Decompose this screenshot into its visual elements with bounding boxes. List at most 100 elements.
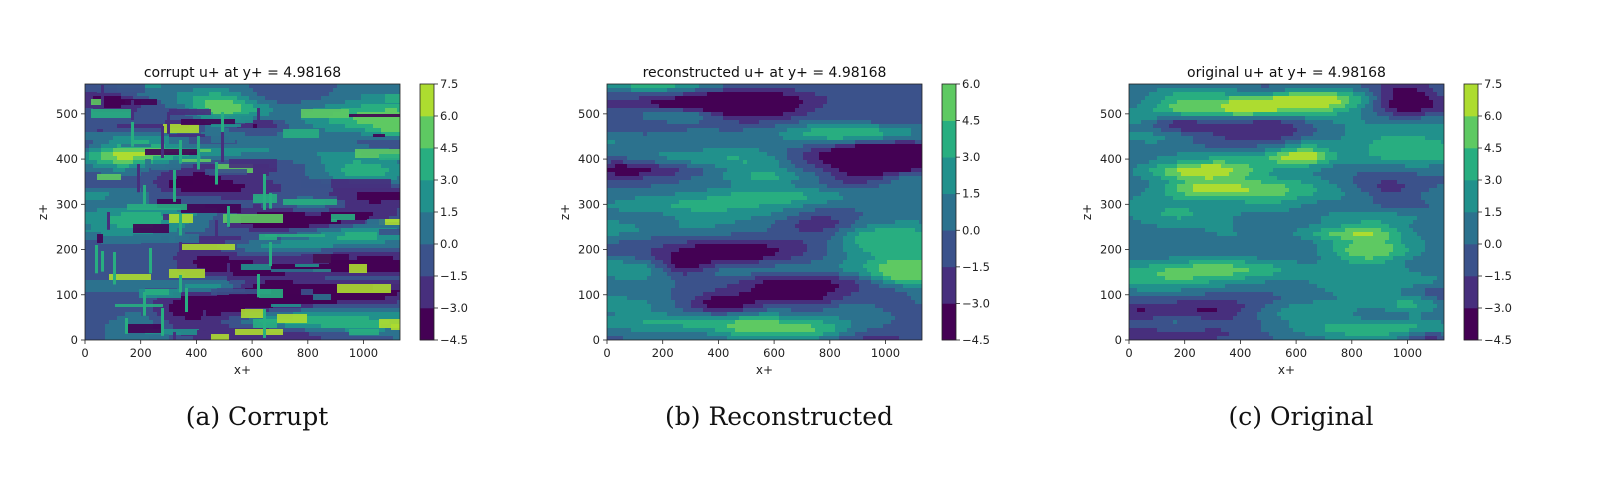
heatmap-cell xyxy=(397,256,400,261)
heatmap-cell xyxy=(89,136,94,141)
heatmap-cell xyxy=(145,256,150,261)
heatmap-cell xyxy=(89,212,94,217)
heatmap-cell xyxy=(137,308,142,313)
heatmap-cell xyxy=(101,276,106,281)
heatmap-cell xyxy=(189,156,194,161)
heatmap-cell xyxy=(113,168,118,173)
heatmap-cell xyxy=(245,228,250,233)
heatmap-cell xyxy=(261,276,266,281)
heatmap-cell xyxy=(357,88,362,93)
heatmap-cell xyxy=(137,252,142,257)
heatmap-cell xyxy=(89,172,94,177)
heatmap-cell xyxy=(285,140,290,145)
heatmap-cell xyxy=(121,244,126,249)
heatmap-cell xyxy=(245,100,250,105)
heatmap-cell xyxy=(293,284,298,289)
heatmap-cell xyxy=(161,172,166,177)
heatmap-cell xyxy=(141,168,146,173)
heatmap-cell xyxy=(257,144,262,149)
heatmap-cell xyxy=(317,156,322,161)
heatmap-cell xyxy=(221,200,226,205)
heatmap-cell xyxy=(89,264,94,269)
heatmap-cell xyxy=(285,168,290,173)
heatmap-cell xyxy=(117,336,122,340)
heatmap-cell xyxy=(109,304,114,309)
heatmap-cell xyxy=(181,280,186,285)
heatmap-cell xyxy=(305,244,310,249)
heatmap-cell xyxy=(309,304,314,309)
heatmap-cell xyxy=(149,136,154,141)
heatmap-cell xyxy=(101,180,106,185)
heatmap-cell xyxy=(197,316,202,321)
heatmap-cell xyxy=(105,180,110,185)
heatmap-cell xyxy=(165,220,170,225)
heatmap-cell xyxy=(337,220,342,225)
heatmap-cell xyxy=(241,100,246,105)
heatmap-cell xyxy=(157,268,162,273)
heatmap-cell xyxy=(313,224,318,229)
heatmap-cell xyxy=(273,172,278,177)
heatmap-cell xyxy=(345,264,350,269)
heatmap-cell xyxy=(133,184,138,189)
heatmap-cell xyxy=(389,332,394,337)
heatmap-cell xyxy=(377,312,382,317)
heatmap-cell xyxy=(125,256,130,261)
heatmap-cell xyxy=(385,196,390,201)
heatmap-cell xyxy=(113,180,118,185)
heatmap-cell xyxy=(265,92,270,97)
heatmap-cell xyxy=(133,128,138,133)
heatmap-cell xyxy=(233,232,238,237)
heatmap-cell xyxy=(217,304,222,309)
heatmap-cell xyxy=(265,276,270,281)
heatmap-cell xyxy=(289,236,294,241)
heatmap-cell xyxy=(105,132,110,137)
heatmap-cell xyxy=(173,260,178,265)
heatmap-cell xyxy=(109,312,114,317)
heatmap-cell xyxy=(357,248,362,253)
heatmap-cell xyxy=(125,184,130,189)
heatmap-cell xyxy=(373,280,378,285)
heatmap-cell xyxy=(109,132,114,137)
heatmap-cell xyxy=(117,296,122,301)
heatmap-cell xyxy=(209,144,214,149)
heatmap-cell xyxy=(193,172,198,177)
heatmap-cell xyxy=(237,192,242,197)
heatmap-cell xyxy=(329,164,334,169)
heatmap-cell xyxy=(357,124,362,129)
heatmap-cell xyxy=(205,84,210,89)
heatmap-cell xyxy=(341,280,346,285)
heatmap-cell xyxy=(333,304,338,309)
heatmap-cell xyxy=(237,316,242,321)
heatmap-cell xyxy=(397,192,400,197)
heatmap-cell xyxy=(165,88,170,93)
heatmap-cell xyxy=(213,100,218,105)
heatmap-cell xyxy=(101,272,106,277)
heatmap-cell xyxy=(241,228,246,233)
heatmap-cell xyxy=(293,328,298,333)
heatmap-cell xyxy=(265,300,270,305)
heatmap-cell xyxy=(205,324,210,329)
heatmap-cell xyxy=(201,136,206,141)
heatmap-cell xyxy=(265,316,270,321)
heatmap-cell xyxy=(105,300,110,305)
heatmap-cell xyxy=(157,252,162,257)
heatmap-cell xyxy=(101,140,106,145)
heatmap-cell xyxy=(397,224,400,229)
heatmap-cell xyxy=(205,264,210,269)
heatmap-cell xyxy=(381,108,386,113)
heatmap-cell xyxy=(213,252,218,257)
heatmap-cell xyxy=(337,176,342,181)
heatmap-cell xyxy=(381,332,386,337)
heatmap-cell xyxy=(385,244,390,249)
heatmap-cell xyxy=(261,268,266,273)
heatmap-cell xyxy=(313,160,318,165)
heatmap-cell xyxy=(257,268,262,273)
heatmap-cell xyxy=(201,264,206,269)
heatmap-cell xyxy=(265,172,270,177)
heatmap-cell xyxy=(185,104,190,109)
heatmap-cell xyxy=(373,84,378,89)
heatmap-cell xyxy=(149,220,154,225)
heatmap-cell xyxy=(129,316,134,321)
heatmap-cell xyxy=(153,132,158,137)
heatmap-cell xyxy=(221,280,226,285)
